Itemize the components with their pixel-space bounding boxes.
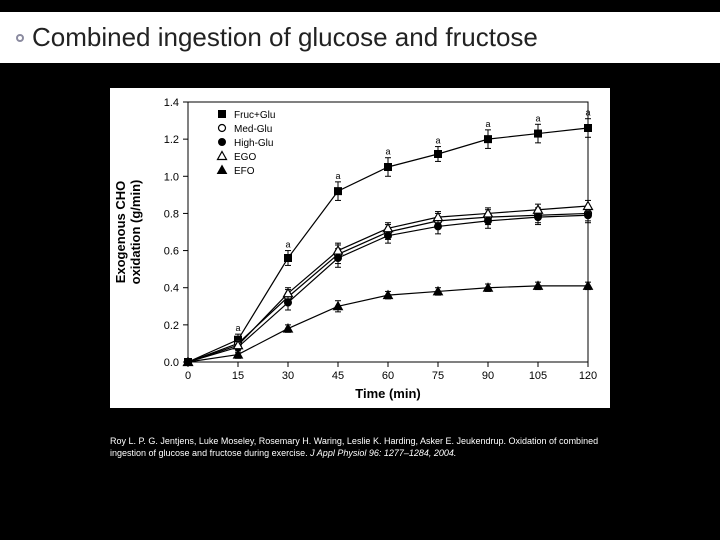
svg-text:EFO: EFO — [234, 166, 255, 177]
svg-text:Fruc+Glu: Fruc+Glu — [234, 110, 275, 121]
svg-text:45: 45 — [332, 370, 344, 382]
slide-title: Combined ingestion of glucose and fructo… — [32, 22, 700, 53]
svg-text:Med-Glu: Med-Glu — [234, 124, 272, 135]
svg-text:1.4: 1.4 — [164, 97, 179, 109]
svg-text:60: 60 — [382, 370, 394, 382]
svg-text:105: 105 — [529, 370, 547, 382]
svg-text:EGO: EGO — [234, 152, 256, 163]
svg-text:a: a — [285, 240, 290, 250]
svg-text:90: 90 — [482, 370, 494, 382]
svg-text:a: a — [535, 113, 540, 123]
svg-text:a: a — [335, 171, 340, 181]
svg-text:0.0: 0.0 — [164, 357, 179, 369]
svg-text:0.2: 0.2 — [164, 320, 179, 332]
svg-text:1.2: 1.2 — [164, 134, 179, 146]
svg-text:0: 0 — [185, 370, 191, 382]
svg-text:a: a — [385, 147, 390, 157]
svg-text:a: a — [235, 323, 240, 333]
oxidation-chart: 0 15 30 45 60 75 90 105 120 0.0 0.2 0.4 0.6 0.8 1.0 1.2… — [110, 88, 610, 408]
svg-text:0.4: 0.4 — [164, 283, 179, 295]
citation-journal: J Appl Physiol 96: 1277–1284, 2004. — [310, 448, 456, 458]
svg-text:120: 120 — [579, 370, 597, 382]
svg-text:0.6: 0.6 — [164, 246, 179, 258]
header-accent-icon — [16, 34, 24, 42]
svg-text:oxidation (g/min): oxidation (g/min) — [128, 180, 143, 285]
svg-text:a: a — [435, 136, 440, 146]
svg-text:0.8: 0.8 — [164, 208, 179, 220]
citation: Roy L. P. G. Jentjens, Luke Moseley, Ros… — [110, 436, 610, 459]
svg-text:1.0: 1.0 — [164, 171, 179, 183]
svg-text:a: a — [585, 108, 590, 118]
slide-header: Combined ingestion of glucose and fructo… — [0, 12, 720, 63]
svg-text:a: a — [485, 119, 490, 129]
svg-text:Time (min): Time (min) — [355, 386, 421, 401]
svg-text:Exogenous CHO: Exogenous CHO — [113, 181, 128, 284]
citation-authors: Roy L. P. G. Jentjens, Luke Moseley, Ros… — [110, 436, 506, 446]
svg-text:75: 75 — [432, 370, 444, 382]
svg-text:30: 30 — [282, 370, 294, 382]
svg-text:15: 15 — [232, 370, 244, 382]
chart-container: 0 15 30 45 60 75 90 105 120 0.0 0.2 0.4 0.6 0.8 1.0 1.2… — [110, 88, 610, 408]
svg-text:High-Glu: High-Glu — [234, 138, 273, 149]
